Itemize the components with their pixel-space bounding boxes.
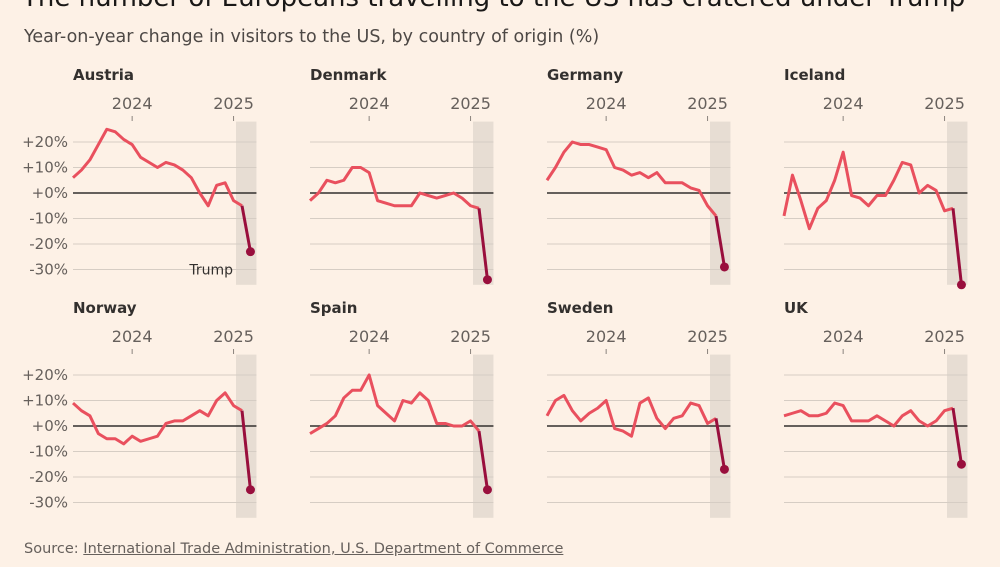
highlight-segment: [951, 407, 963, 465]
source-note: Source: International Trade Administrati…: [24, 541, 563, 557]
shaded-period: [947, 121, 968, 285]
latest-point: [482, 485, 492, 495]
panel-title: Germany: [547, 66, 623, 84]
x-tick-label: 2025: [687, 327, 728, 346]
x-tick-label: 2025: [213, 94, 254, 113]
panel-title: Iceland: [784, 66, 845, 84]
x-tick-label: 2024: [112, 327, 153, 346]
y-tick-label: +0%: [32, 184, 68, 202]
x-tick-label: 2025: [450, 327, 491, 346]
series-line-germany: [545, 140, 718, 217]
panel-title: UK: [784, 299, 809, 317]
shaded-period: [473, 354, 494, 518]
latest-point: [482, 275, 492, 285]
shaded-period: [710, 121, 731, 285]
x-tick-label: 2024: [586, 327, 627, 346]
y-tick-label: -30%: [29, 494, 68, 512]
x-tick-label: 2025: [687, 94, 728, 113]
x-tick-label: 2024: [586, 94, 627, 113]
highlight-segment: [714, 215, 726, 268]
highlight-segment: [477, 208, 489, 280]
x-tick-label: 2025: [450, 94, 491, 113]
panel-title: Norway: [73, 299, 137, 317]
y-tick-label: -10%: [29, 443, 68, 461]
series-line-austria: [71, 127, 243, 208]
y-tick-label: +10%: [22, 392, 68, 410]
latest-point: [956, 280, 966, 290]
x-tick-label: 2024: [823, 94, 864, 113]
y-tick-label: +10%: [22, 159, 68, 177]
panel-title: Austria: [73, 66, 134, 84]
shaded-period: [473, 121, 494, 285]
highlight-segment: [240, 410, 252, 490]
x-tick-label: 2025: [213, 327, 254, 346]
highlight-segment: [714, 418, 726, 470]
panel-title: Sweden: [547, 299, 613, 317]
latest-point: [245, 247, 255, 257]
y-tick-label: +0%: [32, 417, 68, 435]
series-line-norway: [71, 391, 243, 446]
series-line-sweden: [545, 393, 717, 438]
x-tick-label: 2025: [924, 327, 965, 346]
x-tick-label: 2024: [349, 327, 390, 346]
series-line-iceland: [782, 150, 954, 231]
source-label: Source:: [24, 541, 79, 557]
series-line-spain: [309, 373, 481, 435]
highlight-segment: [240, 205, 252, 252]
y-tick-label: +20%: [22, 133, 68, 151]
panel-title: Denmark: [310, 66, 387, 84]
y-tick-label: -20%: [29, 235, 68, 253]
y-tick-label: -20%: [29, 468, 68, 486]
chart-title: The number of Europeans travelling to th…: [22, 0, 965, 13]
highlight-segment: [951, 208, 963, 285]
annotation-trump: Trump: [188, 263, 233, 279]
panel-title: Spain: [310, 299, 357, 317]
y-tick-label: -30%: [29, 261, 68, 279]
chart-subtitle: Year-on-year change in visitors to the U…: [24, 27, 600, 47]
x-tick-label: 2024: [112, 94, 153, 113]
series-line-uk: [783, 401, 954, 428]
x-tick-label: 2024: [823, 327, 864, 346]
latest-point: [719, 262, 729, 272]
latest-point: [956, 459, 966, 469]
series-line-denmark: [308, 166, 480, 210]
highlight-segment: [477, 430, 489, 490]
latest-point: [245, 485, 255, 495]
x-tick-label: 2024: [349, 94, 390, 113]
source-link[interactable]: International Trade Administration, U.S.…: [83, 541, 564, 557]
y-tick-label: +20%: [22, 366, 68, 384]
latest-point: [719, 464, 729, 474]
x-tick-label: 2025: [924, 94, 965, 113]
y-tick-label: -10%: [29, 210, 68, 228]
